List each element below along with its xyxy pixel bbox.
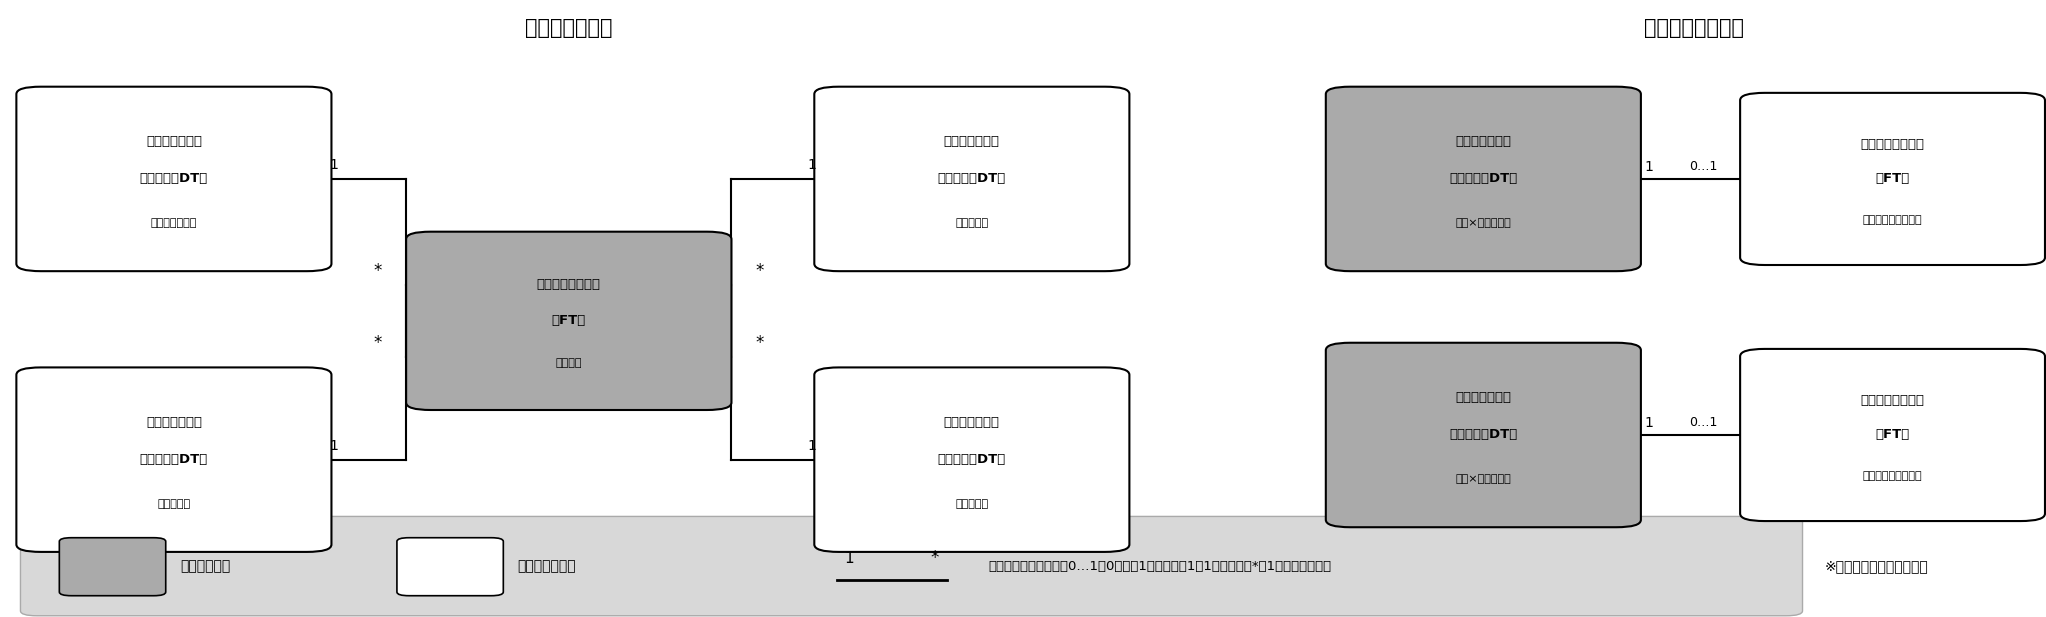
Text: 取引明細: 取引明細 <box>557 358 581 368</box>
FancyBboxPatch shape <box>16 86 331 271</box>
Text: ※テーブル名は一例である: ※テーブル名は一例である <box>1825 559 1929 573</box>
Text: 参照先テーブル: 参照先テーブル <box>518 559 577 573</box>
Text: テーブル（DT）: テーブル（DT） <box>1449 428 1518 442</box>
Text: 顧客×日付マスタ: 顧客×日付マスタ <box>1455 474 1512 484</box>
Text: 逆スタースキーマ: 逆スタースキーマ <box>1645 18 1743 38</box>
Text: テーブル（DT）: テーブル（DT） <box>139 172 209 186</box>
Text: ディメンション: ディメンション <box>943 135 1000 148</box>
Text: 1: 1 <box>808 159 816 172</box>
Text: 口座×日付マスタ: 口座×日付マスタ <box>1455 218 1512 228</box>
FancyBboxPatch shape <box>405 231 732 410</box>
Text: ファクトテーブル: ファクトテーブル <box>1860 138 1925 151</box>
Text: 0…1: 0…1 <box>1690 416 1717 429</box>
Text: 顧客別日次取引回数: 顧客別日次取引回数 <box>1862 471 1923 481</box>
Text: テーブル（DT）: テーブル（DT） <box>937 172 1007 186</box>
Text: ディメンション: ディメンション <box>145 416 203 429</box>
FancyBboxPatch shape <box>814 86 1129 271</box>
Text: ディメンション: ディメンション <box>1455 391 1512 404</box>
FancyBboxPatch shape <box>1326 343 1641 527</box>
Text: 口座別日次取引回数: 口座別日次取引回数 <box>1862 215 1923 225</box>
Text: 1: 1 <box>1645 416 1653 429</box>
FancyBboxPatch shape <box>20 516 1803 616</box>
Text: 取引区分マスタ: 取引区分マスタ <box>151 218 196 228</box>
Text: *: * <box>372 262 383 280</box>
Text: テーブル（DT）: テーブル（DT） <box>139 453 209 466</box>
FancyBboxPatch shape <box>1739 93 2046 265</box>
Text: ディメンション: ディメンション <box>1455 135 1512 148</box>
Text: *: * <box>755 262 765 280</box>
Text: 1: 1 <box>1645 160 1653 173</box>
Text: スタースキーマ: スタースキーマ <box>526 18 612 38</box>
Text: *: * <box>755 334 765 352</box>
Text: 顧客マスタ: 顧客マスタ <box>955 499 988 509</box>
Text: 中心テーブル: 中心テーブル <box>180 559 231 573</box>
Text: 1: 1 <box>329 159 338 172</box>
FancyBboxPatch shape <box>1739 349 2046 521</box>
Text: ディメンション: ディメンション <box>943 416 1000 429</box>
Text: 1: 1 <box>845 550 853 566</box>
Text: 1: 1 <box>808 439 816 453</box>
FancyBboxPatch shape <box>1326 86 1641 271</box>
Text: テーブル（DT）: テーブル（DT） <box>1449 172 1518 186</box>
Text: 口座マスタ: 口座マスタ <box>158 499 190 509</box>
Text: レコードの対応関係（0…1：0または1レコード、1：1レコード、*：1レコード以上）: レコードの対応関係（0…1：0または1レコード、1：1レコード、*：1レコード以… <box>988 560 1332 573</box>
Text: 0…1: 0…1 <box>1690 160 1717 173</box>
FancyBboxPatch shape <box>814 368 1129 552</box>
Text: ディメンション: ディメンション <box>145 135 203 148</box>
Text: テーブル（DT）: テーブル（DT） <box>937 453 1007 466</box>
Text: ファクトテーブル: ファクトテーブル <box>1860 394 1925 407</box>
Text: 1: 1 <box>329 439 338 453</box>
FancyBboxPatch shape <box>59 537 166 596</box>
Text: （FT）: （FT） <box>552 314 585 328</box>
Text: （FT）: （FT） <box>1876 428 1909 442</box>
Text: *: * <box>372 334 383 352</box>
FancyBboxPatch shape <box>397 537 503 596</box>
Text: 日付マスタ: 日付マスタ <box>955 218 988 228</box>
Text: （FT）: （FT） <box>1876 172 1909 186</box>
Text: *: * <box>931 549 939 567</box>
FancyBboxPatch shape <box>16 368 331 552</box>
Text: ファクトテーブル: ファクトテーブル <box>536 278 602 291</box>
